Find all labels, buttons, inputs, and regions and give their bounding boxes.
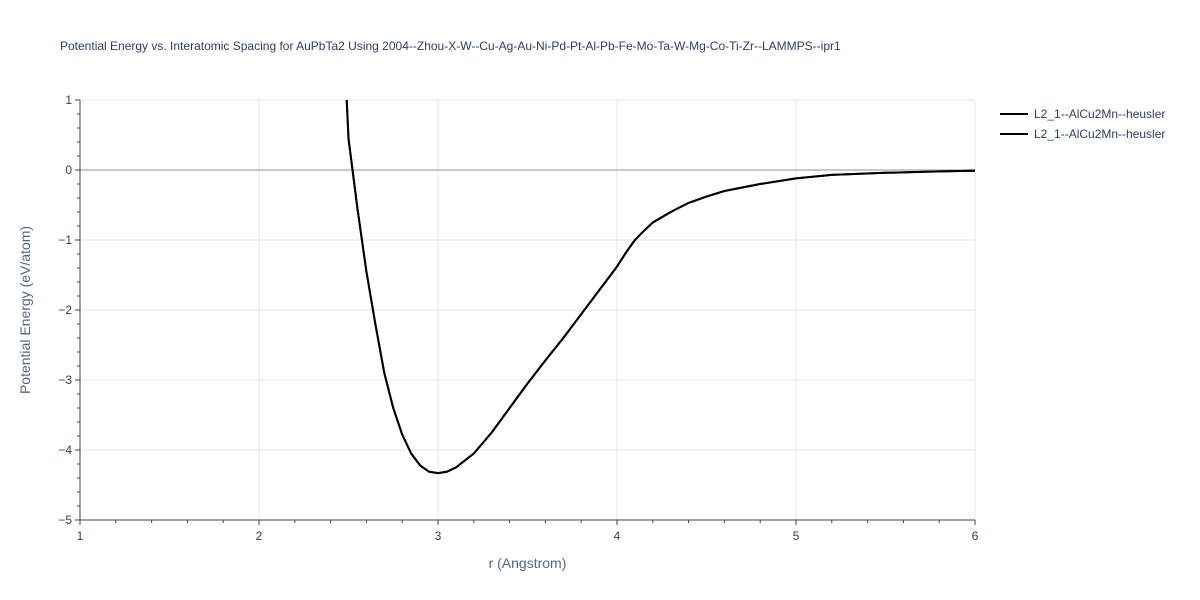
- x-tick-label: 5: [793, 529, 800, 543]
- y-tick-label: −3: [58, 373, 72, 387]
- series-line-2: [345, 99, 976, 475]
- x-tick-label: 3: [435, 529, 442, 543]
- legend[interactable]: L2_1--AlCu2Mn--heusler L2_1--AlCu2Mn--heu…: [1000, 107, 1165, 141]
- y-tick-label: 1: [65, 93, 72, 107]
- y-tick-label: −4: [58, 443, 72, 457]
- legend-item-2[interactable]: L2_1--AlCu2Mn--heusler: [1000, 127, 1165, 141]
- x-axis-title: r (Angstrom): [489, 555, 567, 571]
- y-tick-label: −5: [58, 513, 72, 527]
- y-tick-label: 0: [65, 163, 72, 177]
- legend-item-1[interactable]: L2_1--AlCu2Mn--heusler: [1000, 107, 1165, 121]
- y-tick-label: −1: [58, 233, 72, 247]
- x-tick-label: 6: [972, 529, 979, 543]
- legend-label: L2_1--AlCu2Mn--heusler: [1034, 107, 1165, 121]
- y-tick-label: −2: [58, 303, 72, 317]
- x-tick-label: 1: [77, 529, 84, 543]
- x-tick-label: 2: [256, 529, 263, 543]
- chart-title: Potential Energy vs. Interatomic Spacing…: [60, 39, 841, 53]
- series-layer: [345, 99, 976, 475]
- grid-layer: [80, 99, 976, 520]
- axes-layer: 1 2 3 4 5 6 1 0 −1 −2 −3 −4 −5: [58, 93, 978, 543]
- y-axis-title: Potential Energy (eV/atom): [17, 226, 33, 394]
- legend-label: L2_1--AlCu2Mn--heusler: [1034, 127, 1165, 141]
- x-tick-label: 4: [614, 529, 621, 543]
